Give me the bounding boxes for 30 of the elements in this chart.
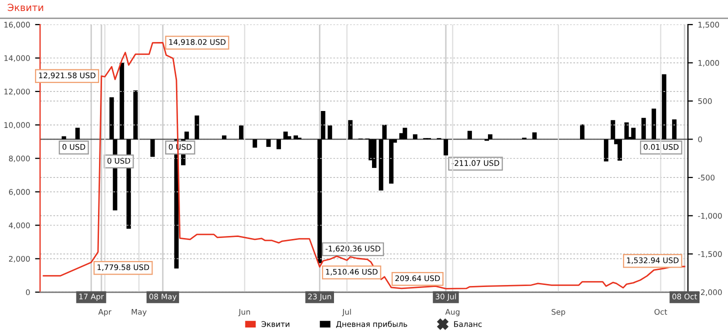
- bar: [328, 125, 332, 140]
- bar: [194, 116, 200, 140]
- bar: [631, 128, 636, 140]
- bar: [532, 132, 537, 140]
- chart-title: Эквити: [8, 4, 44, 12]
- bar: [652, 108, 656, 140]
- bar: [580, 124, 584, 140]
- bar: [239, 125, 244, 140]
- bar: [150, 139, 155, 157]
- bar: [120, 62, 124, 140]
- bar: [488, 134, 492, 140]
- bar: [252, 139, 258, 148]
- bar: [276, 139, 281, 150]
- bar: [467, 130, 472, 140]
- bar: [75, 128, 80, 140]
- bar: [222, 135, 226, 140]
- bar: [372, 139, 376, 168]
- bar: [412, 134, 418, 140]
- bar: [672, 119, 677, 140]
- bar: [62, 136, 66, 140]
- bar: [641, 118, 646, 140]
- bar: [348, 120, 353, 140]
- bar: [283, 132, 288, 140]
- bar: [604, 139, 608, 162]
- bar: [402, 128, 408, 140]
- bar: [662, 74, 666, 140]
- bar: [444, 139, 448, 156]
- bar: [389, 139, 394, 184]
- bar: [624, 122, 629, 140]
- bar: [618, 139, 622, 161]
